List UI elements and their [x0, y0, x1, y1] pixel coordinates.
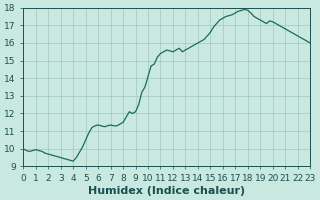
X-axis label: Humidex (Indice chaleur): Humidex (Indice chaleur)	[88, 186, 245, 196]
